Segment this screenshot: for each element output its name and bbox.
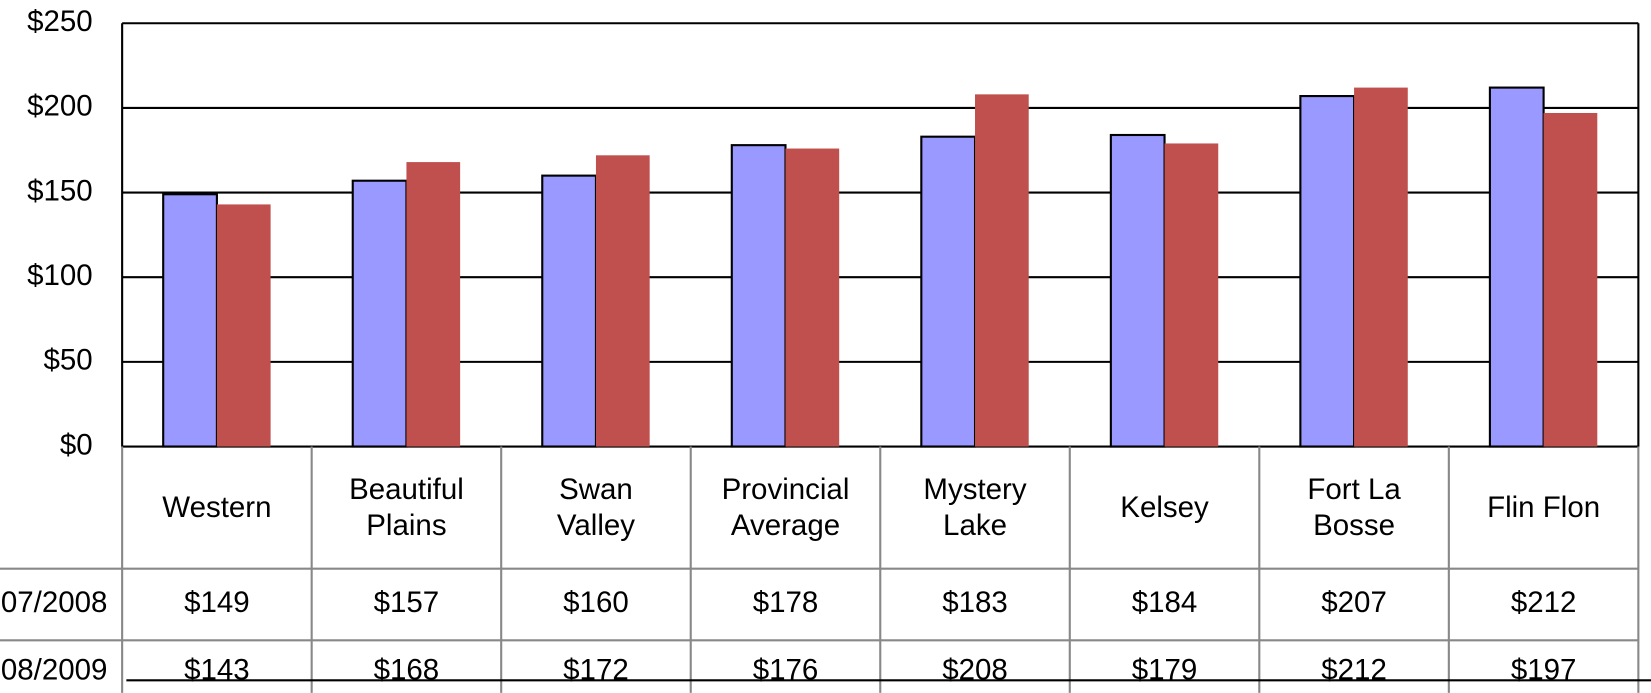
- category-cell: Fort La Bosse: [1259, 447, 1449, 569]
- bar: [1164, 143, 1219, 447]
- table-value: $168: [374, 654, 440, 687]
- bar: [1354, 87, 1408, 447]
- y-tick-label: $0: [60, 428, 93, 461]
- table-value: $143: [184, 654, 250, 687]
- bar: [785, 148, 840, 447]
- category-cell-box: Swan Valley: [501, 447, 691, 569]
- category-cell-box: Fort La Bosse: [1259, 447, 1449, 569]
- bar: [595, 155, 650, 447]
- y-tick-label: $250: [27, 5, 93, 38]
- bar: [216, 204, 271, 447]
- x-tick-label: Flin Flon: [1487, 490, 1601, 524]
- category-cell: Kelsey: [1070, 447, 1260, 569]
- y-tick-label: $150: [27, 174, 93, 207]
- table-value: $183: [942, 586, 1008, 619]
- legend-label: 2007/2008: [0, 586, 107, 619]
- category-cell: Swan Valley: [501, 447, 691, 569]
- table-value: $212: [1321, 654, 1387, 687]
- category-cell-box: Western: [122, 447, 312, 569]
- category-cell: Beautiful Plains: [312, 447, 502, 569]
- bar: [1543, 112, 1598, 447]
- y-tick-label: $100: [27, 259, 93, 292]
- category-cell-box: Provincial Average: [691, 447, 881, 569]
- y-tick-label: $200: [27, 90, 93, 123]
- bar: [1109, 133, 1166, 448]
- table-value: $149: [184, 586, 250, 619]
- bar: [1299, 95, 1356, 448]
- category-cell: Mystery Lake: [880, 447, 1070, 569]
- x-tick-label: Swan Valley: [556, 472, 636, 542]
- category-cell: Flin Flon: [1449, 447, 1639, 569]
- bar: [1488, 86, 1545, 448]
- x-tick-label: Fort La Bosse: [1307, 472, 1401, 542]
- bar: [975, 94, 1029, 447]
- table-value: $179: [1132, 654, 1198, 687]
- table-value: $178: [753, 586, 819, 619]
- x-tick-label: Western: [162, 490, 272, 524]
- table-value: $184: [1132, 586, 1198, 619]
- table-value: $207: [1321, 586, 1387, 619]
- bar: [541, 174, 598, 448]
- y-tick-label: $50: [43, 344, 92, 377]
- bar: [730, 144, 787, 448]
- bar: [351, 179, 408, 448]
- x-tick-label: Mystery Lake: [923, 472, 1027, 542]
- category-cell-box: Beautiful Plains: [312, 447, 502, 569]
- category-cell-box: Mystery Lake: [880, 447, 1070, 569]
- bar: [920, 135, 977, 448]
- table-value: $197: [1511, 654, 1577, 687]
- x-tick-label: Kelsey: [1120, 490, 1209, 524]
- bar: [162, 193, 218, 448]
- table-value: $172: [563, 654, 629, 687]
- x-tick-label: Provincial Average: [721, 472, 850, 542]
- category-cell: Western: [122, 447, 312, 569]
- legend-label: 2008/2009: [0, 654, 107, 687]
- category-cell-box: Kelsey: [1070, 447, 1260, 569]
- category-cell: Provincial Average: [691, 447, 881, 569]
- table-value: $212: [1511, 586, 1577, 619]
- table-value: $160: [563, 586, 629, 619]
- bar: [406, 162, 461, 447]
- table-value: $208: [942, 654, 1008, 687]
- x-tick-label: Beautiful Plains: [349, 472, 464, 542]
- table-value: $157: [374, 586, 440, 619]
- category-cell-box: Flin Flon: [1449, 447, 1639, 569]
- table-value: $176: [753, 654, 819, 687]
